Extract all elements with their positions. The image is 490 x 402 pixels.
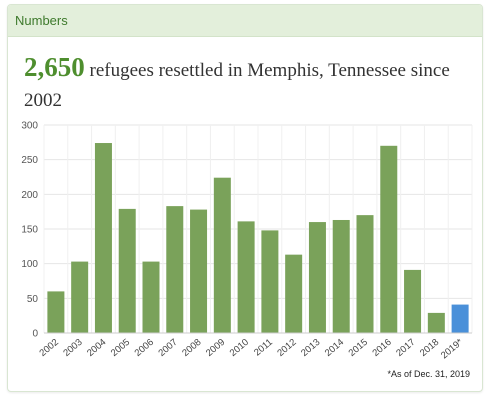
headline-text: refugees resettled in Memphis, Tennessee… — [24, 60, 450, 111]
x-tick-label: 2004 — [85, 337, 108, 359]
y-tick-label: 150 — [21, 225, 38, 236]
x-tick-label: 2017 — [394, 337, 417, 359]
bar-2006 — [142, 261, 160, 333]
headline-number: 2,650 — [24, 52, 85, 82]
bar-2002 — [47, 291, 65, 333]
x-tick-label: 2005 — [109, 337, 132, 359]
bar-2013 — [308, 222, 326, 333]
bar-2008 — [190, 209, 208, 333]
x-tick-label: 2009 — [204, 337, 227, 359]
bar-2019 — [451, 304, 469, 333]
bar-2016 — [380, 145, 398, 333]
x-tick-label: 2012 — [275, 337, 298, 359]
y-tick-label: 300 — [21, 121, 38, 132]
x-tick-label: 2008 — [180, 337, 203, 359]
bar-2005 — [118, 208, 136, 333]
x-tick-label: 2019* — [439, 337, 465, 362]
headline: 2,650 refugees resettled in Memphis, Ten… — [24, 52, 464, 116]
x-tick-label: 2016 — [370, 337, 393, 359]
x-tick-label: 2011 — [252, 337, 275, 359]
bar-2015 — [356, 215, 374, 333]
y-tick-label: 200 — [21, 190, 38, 201]
card-header: Numbers — [8, 5, 482, 37]
x-tick-label: 2002 — [38, 337, 61, 359]
y-tick-label: 0 — [32, 329, 38, 340]
y-tick-label: 50 — [27, 294, 39, 305]
x-tick-label: 2018 — [418, 337, 441, 359]
y-tick-label: 250 — [21, 155, 38, 166]
x-tick-label: 2006 — [133, 337, 156, 359]
footnote: *As of Dec. 31, 2019 — [387, 369, 470, 379]
x-tick-label: 2010 — [228, 337, 251, 359]
x-tick-label: 2015 — [347, 337, 370, 359]
bar-2003 — [71, 261, 89, 333]
x-tick-label: 2003 — [61, 337, 84, 359]
bar-2014 — [332, 219, 350, 333]
bar-2011 — [261, 230, 279, 333]
x-tick-label: 2013 — [299, 337, 322, 359]
bar-2012 — [285, 254, 303, 333]
bar-2004 — [94, 143, 112, 333]
bar-2017 — [404, 269, 422, 333]
y-tick-label: 100 — [21, 259, 38, 270]
x-tick-label: 2007 — [156, 337, 179, 359]
bar-2009 — [213, 177, 231, 333]
bar-2010 — [237, 221, 255, 333]
x-tick-label: 2014 — [323, 337, 346, 359]
bar-2018 — [427, 312, 445, 333]
bar-2007 — [166, 206, 184, 333]
